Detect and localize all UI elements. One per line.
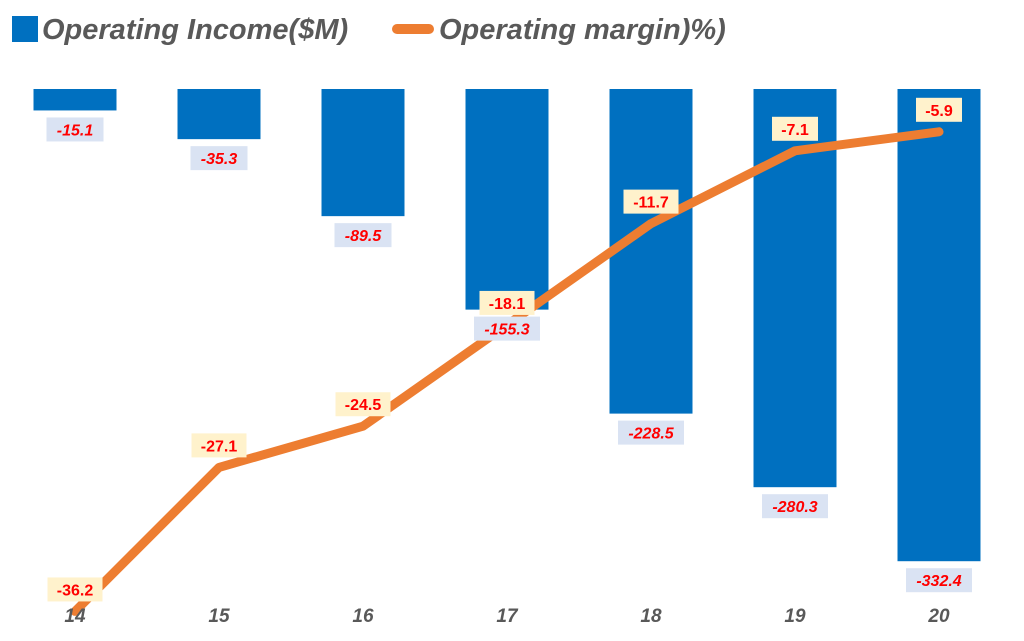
line-label-20-text: -5.9: [925, 103, 953, 120]
line-label-16-box: [335, 392, 391, 417]
bar-label-18-box: [618, 420, 684, 445]
line-label-18: -11.7: [623, 189, 679, 214]
line-label-20-box: [916, 97, 962, 122]
bar-label-19-box: [762, 494, 828, 519]
legend-label-income: Operating Income($M): [42, 14, 348, 46]
x-tick-19: 19: [784, 606, 806, 627]
bar-16: [321, 89, 405, 217]
bar-label-14-box: [46, 117, 104, 142]
x-axis-ticks: 14 15 16 17 18 19 20: [64, 606, 950, 627]
bar-label-17-text: -155.3: [484, 322, 529, 339]
x-tick-16: 16: [352, 606, 374, 627]
legend: Operating Income($M) Operating margin)%): [12, 14, 726, 46]
bar-label-15-box: [190, 146, 248, 171]
line-label-18-box: [623, 189, 679, 214]
line-label-20: -5.9: [916, 97, 962, 122]
bar-data-labels: -15.1 -35.3 -89.5 -155.3 -228.5 -280.3 -332.4: [46, 117, 972, 593]
x-tick-17: 17: [496, 606, 519, 627]
x-tick-15: 15: [208, 606, 230, 627]
line-label-14-box: [47, 577, 103, 602]
line-label-19-text: -7.1: [781, 122, 809, 139]
x-tick-14: 14: [64, 606, 86, 627]
line-label-14: -36.2: [47, 577, 103, 602]
bar-label-18: -228.5: [618, 420, 684, 445]
bar-label-19: -280.3: [762, 494, 828, 519]
bar-label-20-box: [906, 568, 972, 593]
line-label-15-box: [191, 433, 247, 458]
bar-15: [177, 89, 261, 140]
bar-label-19-text: -280.3: [772, 499, 817, 516]
line-label-15: -27.1: [191, 433, 247, 458]
line-label-17-box: [479, 290, 535, 315]
bar-label-15: -35.3: [190, 146, 248, 171]
bar-label-15-text: -35.3: [201, 151, 238, 168]
legend-label-margin: Operating margin)%): [439, 14, 726, 46]
bar-label-20: -332.4: [906, 568, 972, 593]
bar-label-16-text: -89.5: [345, 228, 383, 245]
line-label-17-text: -18.1: [489, 296, 526, 313]
line-label-16-text: -24.5: [345, 397, 382, 414]
bar-label-17: -155.3: [474, 316, 540, 341]
bar-label-18-text: -228.5: [628, 426, 674, 443]
line-label-16: -24.5: [335, 392, 391, 417]
line-data-labels: -36.2 -27.1 -24.5 -18.1 -11.7 -7.1 -5.9: [47, 97, 962, 602]
bar-20: [897, 89, 981, 562]
line-label-15-text: -27.1: [201, 438, 238, 455]
legend-swatch-income: [12, 16, 38, 42]
line-label-19: -7.1: [772, 116, 818, 141]
x-tick-20: 20: [927, 606, 950, 627]
x-tick-18: 18: [640, 606, 662, 627]
line-label-19-box: [772, 116, 818, 141]
bar-label-16-box: [334, 223, 392, 248]
line-label-14-text: -36.2: [57, 582, 94, 599]
bar-label-20-text: -332.4: [916, 573, 961, 590]
bar-label-17-box: [474, 316, 540, 341]
line-label-18-text: -11.7: [633, 195, 669, 212]
bar-label-14-text: -15.1: [57, 122, 94, 139]
bar-14: [33, 89, 117, 111]
bar-label-16: -89.5: [334, 223, 392, 248]
line-label-17: -18.1: [479, 290, 535, 315]
bar-18: [609, 89, 693, 414]
bar-label-14: -15.1: [46, 117, 104, 142]
bar-series: [33, 89, 981, 562]
bar-17: [465, 89, 549, 310]
